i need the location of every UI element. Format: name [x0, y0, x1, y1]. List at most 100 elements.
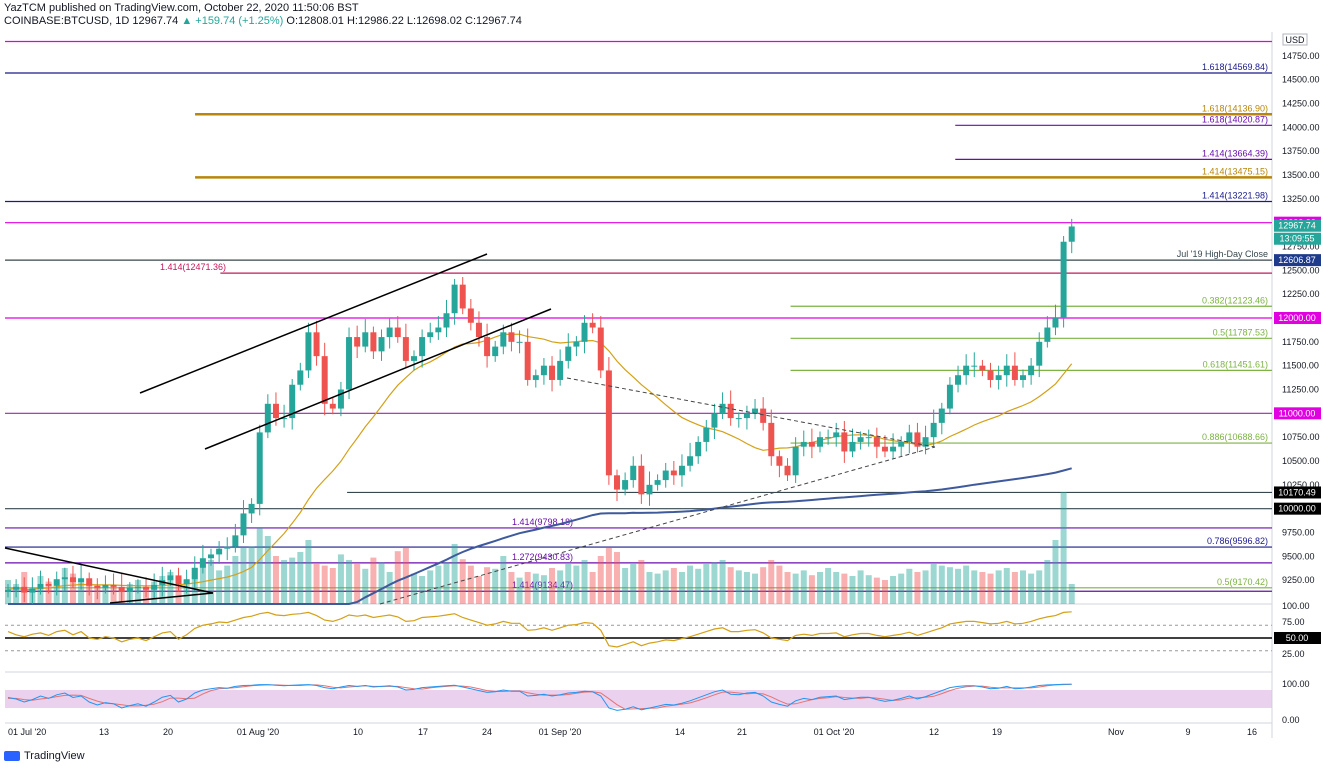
volume-bar [524, 572, 531, 604]
candle [216, 548, 223, 555]
price-tick-label: 12250.00 [1282, 289, 1320, 299]
candle [289, 384, 296, 419]
candle [451, 284, 458, 314]
volume-bar [1052, 540, 1059, 604]
volume-bar [873, 577, 880, 604]
volume-bar [1020, 570, 1026, 604]
level-label: 0.5(9170.42) [1217, 577, 1268, 587]
price-tick-label: 9500.00 [1282, 551, 1315, 561]
volume-bar [938, 565, 945, 604]
time-tick-label: 21 [737, 727, 747, 737]
volume-bar [784, 572, 791, 604]
level-label: 1.414(13664.39) [1202, 148, 1268, 158]
volume-bar [167, 572, 174, 604]
volume-bar [1003, 568, 1010, 604]
candle [630, 465, 637, 481]
candle [167, 575, 174, 581]
volume-bar [443, 562, 450, 604]
volume-bar [890, 576, 897, 604]
price-tick-label: 13250.00 [1282, 194, 1320, 204]
candle [191, 567, 198, 580]
candle [264, 403, 271, 433]
volume-bar [670, 568, 677, 604]
candle [492, 346, 499, 357]
volume-bar [979, 572, 986, 604]
candle [938, 408, 945, 423]
stoch-k-line [7, 683, 1072, 711]
time-tick-label: 24 [482, 727, 492, 737]
price-box [1274, 407, 1321, 420]
level-label: 1.414(13221.98) [1202, 191, 1268, 201]
candle [792, 446, 799, 476]
volume-bar [646, 572, 653, 604]
volume-bar [362, 568, 369, 604]
time-tick-label: 01 Aug '20 [237, 727, 279, 737]
candle [500, 332, 507, 347]
volume-bar [240, 548, 247, 604]
candle [955, 375, 962, 385]
candle [143, 586, 150, 590]
candle [45, 583, 52, 586]
price-tick-label: 11250.00 [1282, 385, 1319, 395]
volume-bar [102, 588, 109, 604]
volume-bar [305, 540, 312, 604]
volume-bar [630, 564, 637, 604]
rsi-level-box [1274, 632, 1321, 644]
candle [695, 441, 702, 457]
candle [946, 384, 953, 409]
time-tick-label: 16 [1247, 727, 1257, 737]
candle [61, 577, 68, 580]
volume-bar [394, 551, 401, 604]
time-tick-label: 12 [929, 727, 939, 737]
time-tick-label: 17 [418, 727, 428, 737]
candle [979, 365, 986, 371]
volume-bar [589, 572, 596, 604]
candle [743, 413, 750, 419]
volume-bar [995, 570, 1002, 604]
rsi-line [7, 611, 1072, 648]
candle [467, 308, 474, 323]
candle [53, 579, 60, 586]
volume-bar [1060, 492, 1067, 604]
level-label: 1.414(9798.18) [512, 517, 573, 527]
volume-bar [614, 552, 620, 604]
candle [581, 322, 588, 342]
volume-bar [281, 560, 288, 604]
volume-bar [597, 556, 604, 604]
volume-bar [768, 560, 775, 604]
candle [151, 584, 158, 590]
rsi-tick-label: 100.00 [1282, 601, 1310, 611]
volume-bar [459, 559, 466, 604]
volume-bar [865, 575, 872, 604]
candle [768, 422, 775, 457]
candle [881, 446, 888, 452]
candle [224, 546, 231, 549]
volume-bar [719, 560, 726, 604]
live-price-box [1274, 232, 1321, 245]
candle [394, 327, 401, 338]
volume-bar [565, 564, 572, 604]
candle [272, 403, 279, 419]
candle [1011, 365, 1018, 380]
candle [240, 513, 247, 536]
candle [784, 465, 791, 476]
volume-bar [402, 548, 409, 604]
volume-bar [256, 528, 263, 604]
volume-bar [727, 567, 734, 604]
candle [605, 370, 612, 476]
channel-lower-line [204, 308, 552, 450]
candle [1052, 318, 1059, 328]
volume-bar [500, 556, 507, 604]
volume-bar [817, 572, 823, 604]
price-tick-label: 9750.00 [1282, 528, 1315, 538]
volume-bar [687, 565, 694, 604]
candle [459, 284, 466, 309]
time-tick-label: 01 Jul '20 [8, 727, 46, 737]
candle [841, 432, 848, 452]
volume-bar [857, 570, 864, 604]
live-price-box [1274, 219, 1321, 232]
price-tick-label: 12500.00 [1282, 265, 1320, 275]
tradingview-brand: TradingView [24, 750, 85, 762]
time-tick-label: 19 [992, 727, 1002, 737]
